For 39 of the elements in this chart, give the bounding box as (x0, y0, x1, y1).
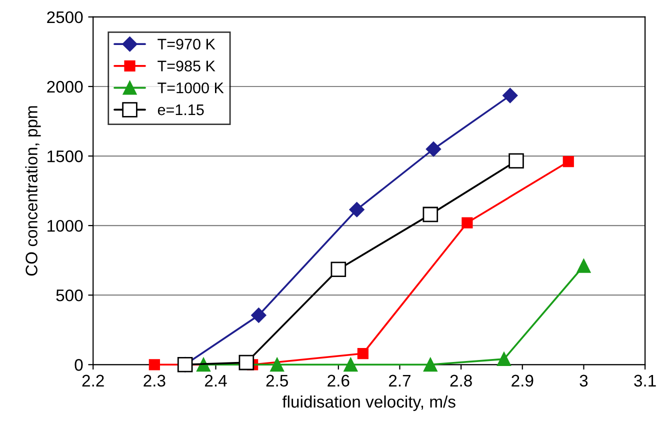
y-tick-label: 1000 (48, 220, 83, 232)
x-tick-label: 2.8 (450, 374, 472, 387)
x-tick-label: 2.5 (266, 374, 288, 387)
point (562, 156, 574, 168)
legend-label: T=970 K (158, 38, 216, 50)
point (344, 358, 358, 372)
point (251, 308, 266, 323)
x-tick-label: 2.2 (82, 374, 104, 386)
point (330, 262, 346, 278)
point (502, 88, 518, 104)
y-tick-label: 0 (74, 359, 83, 371)
point (508, 153, 524, 169)
legend-label: T=985 K (158, 60, 216, 72)
y-axis-title: CO concentration, ppm (25, 106, 41, 276)
legend-label: T=1000 K (158, 82, 224, 94)
point (423, 358, 438, 372)
y-tick-label: 1500 (48, 150, 83, 162)
x-tick-label: 3.1 (634, 374, 656, 387)
x-axis-title: fluidisation velocity, m/s (282, 395, 456, 411)
y-tick-label: 2500 (47, 11, 83, 24)
y-tick-label: 2000 (47, 80, 83, 93)
x-tick-label: 2.4 (205, 374, 227, 386)
point (349, 202, 364, 218)
y-tick-label: 500 (56, 290, 83, 302)
point (238, 354, 254, 370)
x-tick-label: 3 (580, 374, 588, 387)
point (422, 206, 438, 222)
point (357, 348, 368, 360)
x-tick-label: 2.3 (144, 374, 166, 387)
x-tick-label: 2.6 (328, 374, 350, 387)
point (270, 358, 284, 372)
point (462, 217, 473, 228)
x-tick-label: 2.9 (512, 374, 534, 387)
point (497, 352, 511, 366)
point (426, 142, 442, 157)
legend-label: e=1.15 (158, 104, 204, 116)
point (148, 359, 160, 370)
x-tick-label: 2.7 (388, 374, 410, 386)
point (576, 258, 591, 273)
